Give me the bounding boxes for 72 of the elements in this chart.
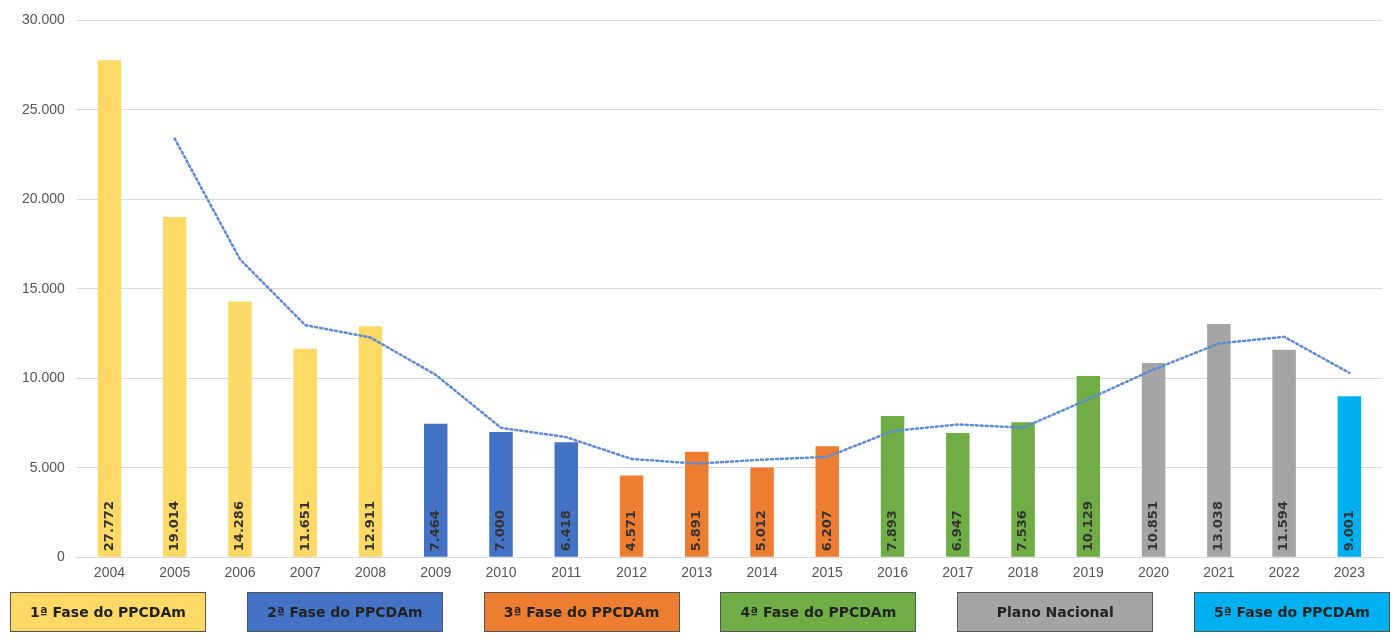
x-tick-label: 2011 xyxy=(551,564,582,581)
x-tick-label: 2022 xyxy=(1268,564,1300,581)
bar xyxy=(489,431,513,557)
x-tick-label: 2023 xyxy=(1333,564,1366,581)
data-label: 14.286 xyxy=(231,501,247,552)
bar xyxy=(1337,396,1362,557)
data-label: 19.014 xyxy=(166,501,182,552)
x-tick-label: 2009 xyxy=(420,564,452,581)
x-tick-label: 2019 xyxy=(1072,564,1105,581)
x-tick-label: 2021 xyxy=(1203,564,1235,581)
bar xyxy=(946,432,970,557)
x-tick-label: 2014 xyxy=(746,564,778,581)
data-label: 11.594 xyxy=(1275,501,1291,552)
data-label: 12.911 xyxy=(361,501,377,552)
data-label: 9.001 xyxy=(1340,510,1356,552)
x-tick-label: 2012 xyxy=(615,564,648,581)
text: 2ª Fase do PPCDAm xyxy=(246,592,443,632)
data-label: 7.536 xyxy=(1014,510,1030,552)
x-tick-label: 2006 xyxy=(224,564,256,581)
bar xyxy=(1272,349,1296,557)
data-label: 6.418 xyxy=(557,510,573,552)
data-label: 5.891 xyxy=(688,510,704,552)
x-tick-label: 2018 xyxy=(1007,564,1039,581)
data-label: 10.851 xyxy=(1144,501,1160,552)
data-label: 4.571 xyxy=(622,510,638,552)
x-tick-label: 2010 xyxy=(485,564,517,581)
text: 1ª Fase do PPCDAm xyxy=(10,592,206,632)
data-label: 11.651 xyxy=(296,501,312,552)
bar xyxy=(293,348,317,557)
x-tick-label: 2008 xyxy=(354,564,387,581)
y-tick-label: 5.000 xyxy=(29,458,66,475)
bar xyxy=(685,451,709,557)
text: 4ª Fase do PPCDAm xyxy=(720,592,917,632)
x-tick-label: 2007 xyxy=(289,564,322,581)
text: 3ª Fase do PPCDAm xyxy=(483,592,680,632)
y-tick-label: 0 xyxy=(57,548,66,565)
data-label: 7.464 xyxy=(427,510,443,552)
y-tick-label: 10.000 xyxy=(21,369,66,386)
data-label: 5.012 xyxy=(753,510,769,552)
bar xyxy=(358,326,383,557)
y-tick-label: 20.000 xyxy=(21,190,66,207)
data-label: 6.207 xyxy=(818,510,834,552)
data-label: 27.772 xyxy=(100,501,116,552)
y-tick-label: 15.000 xyxy=(21,279,66,296)
y-tick-label: 25.000 xyxy=(21,100,66,117)
text: Plano Nacional xyxy=(957,592,1154,632)
bar xyxy=(1076,375,1101,557)
line-series xyxy=(173,137,1351,465)
text: 5ª Fase do PPCDAm xyxy=(1193,592,1390,632)
bar xyxy=(424,423,448,557)
x-tick-label: 2013 xyxy=(681,564,713,581)
data-label: 13.038 xyxy=(1210,501,1226,552)
bar xyxy=(97,60,122,557)
data-label: 10.129 xyxy=(1079,501,1095,552)
x-tick-label: 2005 xyxy=(159,564,191,581)
data-label: 6.947 xyxy=(949,510,965,552)
y-tick-label: 30.000 xyxy=(21,11,66,28)
x-tick-label: 2020 xyxy=(1138,564,1170,581)
bar xyxy=(554,442,579,557)
data-label: 7.000 xyxy=(492,510,508,552)
bar xyxy=(1141,363,1166,557)
data-label: 7.893 xyxy=(883,510,899,552)
x-tick-label: 2015 xyxy=(811,564,844,581)
bar xyxy=(1011,422,1035,557)
bar xyxy=(228,301,252,557)
x-tick-label: 2004 xyxy=(93,564,126,581)
bar xyxy=(750,467,774,557)
x-tick-label: 2017 xyxy=(942,564,974,581)
bar xyxy=(1207,323,1231,557)
bar xyxy=(162,216,187,557)
bar xyxy=(880,415,905,557)
x-tick-label: 2016 xyxy=(876,564,909,581)
